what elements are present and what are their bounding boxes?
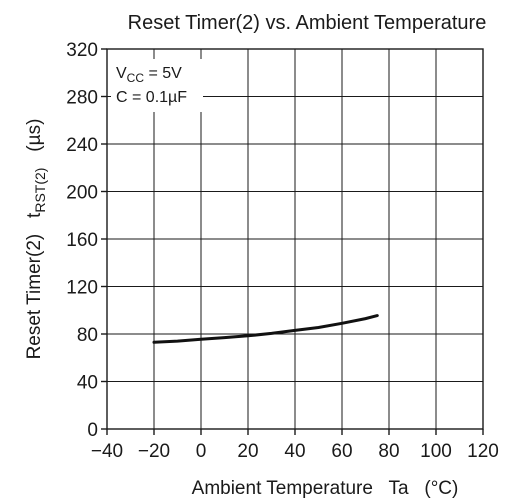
y-axis-label-main: Reset Timer(2) [24, 234, 45, 360]
y-tick-label: 240 [66, 135, 98, 156]
chart-title: Reset Timer(2) vs. Ambient Temperature [128, 12, 487, 34]
y-tick-label: 40 [77, 373, 98, 394]
y-tick-label: 320 [66, 40, 98, 61]
x-tick-label: −20 [138, 441, 170, 462]
annotation-vcc: VCC = 5V [116, 65, 182, 85]
x-tick-marks [106, 429, 484, 435]
x-tick-label: 0 [196, 441, 207, 462]
x-tick-label: −40 [91, 441, 123, 462]
y-axis-label: Reset Timer(2) tRST(2) (µs) [24, 119, 48, 360]
y-axis-label-unit: (µs) [24, 119, 45, 152]
y-tick-marks [101, 48, 107, 430]
x-axis-label: Ambient Temperature Ta (°C) [192, 478, 459, 499]
x-tick-label: 20 [237, 441, 258, 462]
annotation-capacitance: C = 0.1µF [116, 89, 187, 106]
series-line-reset-timer [152, 314, 379, 344]
y-tick-label: 0 [87, 420, 98, 441]
y-axis-label-symbol: t [24, 212, 45, 218]
x-axis-label-unit: (°C) [424, 478, 458, 499]
annotation-vcc-base: V [116, 65, 127, 82]
annotation-conditions: VCC = 5V C = 0.1µF [111, 59, 203, 112]
y-tick-label: 80 [77, 325, 98, 346]
x-tick-label: 120 [467, 441, 499, 462]
y-tick-labels: 0 40 80 120 160 200 240 280 320 [66, 40, 98, 441]
y-tick-label: 160 [66, 230, 98, 251]
x-axis-label-main: Ambient Temperature [192, 478, 373, 499]
annotation-background [111, 59, 203, 112]
annotation-vcc-sub: CC [127, 71, 145, 85]
x-axis-label-symbol: Ta [388, 478, 409, 499]
y-tick-label: 200 [66, 183, 98, 204]
x-tick-label: 40 [284, 441, 305, 462]
x-tick-label: 60 [331, 441, 352, 462]
plot-area [101, 48, 484, 435]
x-tick-label: 80 [378, 441, 399, 462]
y-tick-label: 120 [66, 278, 98, 299]
y-axis-label-symbol-sub: RST(2) [32, 168, 48, 213]
annotation-vcc-rest: = 5V [144, 65, 182, 82]
x-tick-label: 100 [420, 441, 452, 462]
y-tick-label: 280 [66, 88, 98, 109]
x-tick-labels: −40 −20 0 20 40 60 80 100 120 [91, 441, 499, 462]
y-axis-label-group: Reset Timer(2) tRST(2) (µs) [24, 119, 48, 360]
